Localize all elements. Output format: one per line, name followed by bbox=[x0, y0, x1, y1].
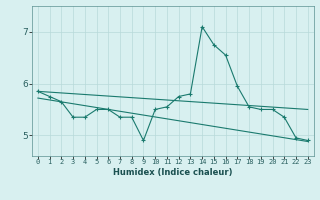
X-axis label: Humidex (Indice chaleur): Humidex (Indice chaleur) bbox=[113, 168, 233, 177]
